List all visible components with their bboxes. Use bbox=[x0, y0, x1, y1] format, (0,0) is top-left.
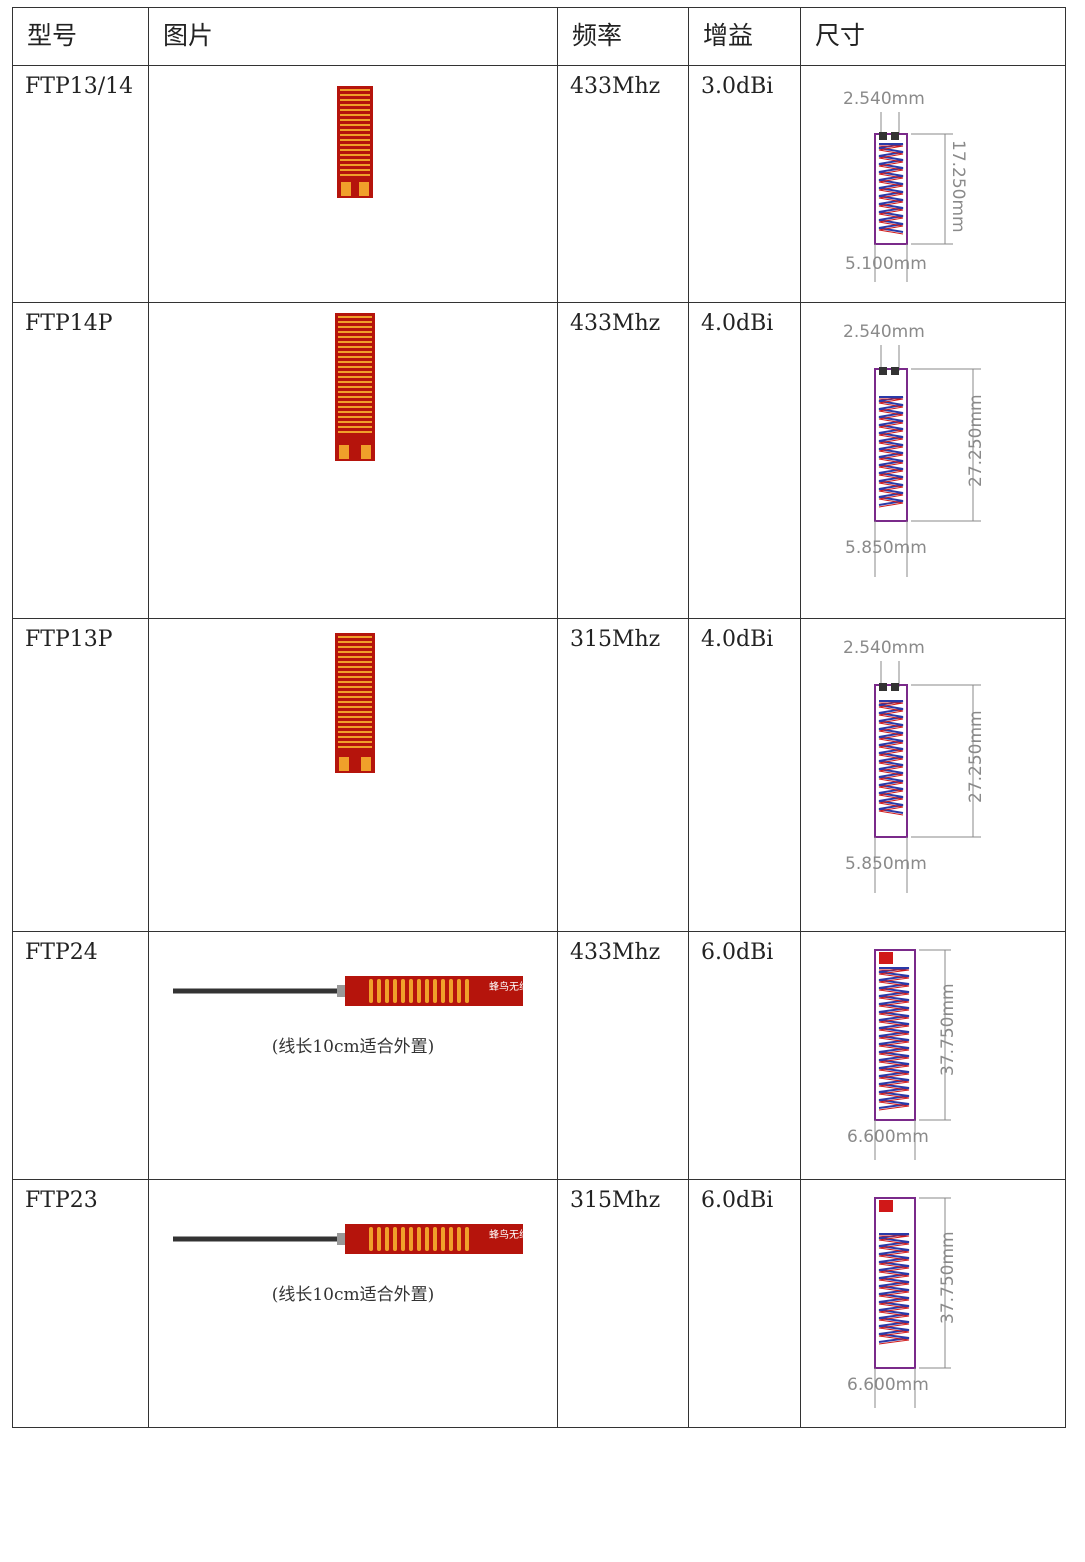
model-cell: FTP14P bbox=[12, 302, 149, 619]
header-size: 尺寸 bbox=[800, 7, 1066, 66]
header-row: 型号 图片 频率 增益 尺寸 bbox=[12, 7, 1066, 66]
dim-side-label: 17.250mm bbox=[948, 140, 968, 233]
image-cell bbox=[148, 65, 558, 303]
frequency-cell: 315Mhz bbox=[557, 618, 689, 932]
dim-bottom-label: 5.100mm bbox=[845, 254, 927, 274]
image-cell: 蜂鸟无线 (线长10cm适合外置) bbox=[148, 1179, 558, 1428]
size-cell: 37.750mm 6.600mm bbox=[800, 1179, 1066, 1428]
coil-drawing-icon: 2.540mm 27.250mm 5.850mm bbox=[843, 322, 986, 577]
gain-cell: 4.0dBi bbox=[688, 618, 801, 932]
coil-drawing-icon: 37.750mm 6.600mm bbox=[847, 949, 958, 1160]
gain-cell: 3.0dBi bbox=[688, 65, 801, 303]
gain-cell: 4.0dBi bbox=[688, 302, 801, 619]
model-cell: FTP13/14 bbox=[12, 65, 149, 303]
table-row: FTP13/14 433Mhz 3.0dBi 2.540mm 17.250mm … bbox=[12, 65, 1066, 303]
image-cell bbox=[148, 302, 558, 619]
dim-bottom-label: 6.600mm bbox=[847, 1375, 929, 1395]
gain-cell: 6.0dBi bbox=[688, 1179, 801, 1428]
table-row: FTP13P 315Mhz 4.0dBi 2.540mm 27.250mm 5.… bbox=[12, 618, 1066, 932]
size-cell: 2.540mm 27.250mm 5.850mm bbox=[800, 302, 1066, 619]
coil-drawing-icon: 2.540mm 27.250mm 5.850mm bbox=[843, 638, 986, 893]
dim-side-label: 27.250mm bbox=[966, 394, 986, 487]
dim-top-label: 2.540mm bbox=[843, 638, 925, 658]
spec-table: 型号 图片 频率 增益 尺寸 FTP13/14 433Mhz 3.0dBi 2.… bbox=[12, 7, 1066, 1428]
dim-side-label: 37.750mm bbox=[938, 983, 958, 1076]
header-image: 图片 bbox=[148, 7, 558, 66]
frequency-cell: 315Mhz bbox=[557, 1179, 689, 1428]
image-cell: 蜂鸟无线 (线长10cm适合外置) bbox=[148, 931, 558, 1180]
dim-side-label: 37.750mm bbox=[938, 1231, 958, 1324]
pcb-logo-text: 蜂鸟无线 bbox=[489, 1228, 529, 1241]
model-cell: FTP24 bbox=[12, 931, 149, 1180]
gain-cell: 6.0dBi bbox=[688, 931, 801, 1180]
coil-drawing-icon: 37.750mm 6.600mm bbox=[847, 1197, 958, 1408]
frequency-cell: 433Mhz bbox=[557, 302, 689, 619]
frequency-cell: 433Mhz bbox=[557, 931, 689, 1180]
cable-antenna-icon: 蜂鸟无线 bbox=[173, 976, 529, 1006]
pcb-antenna-icon bbox=[335, 313, 375, 461]
header-gain: 增益 bbox=[688, 7, 801, 66]
dim-top-label: 2.540mm bbox=[843, 322, 925, 342]
pcb-logo-text: 蜂鸟无线 bbox=[489, 980, 529, 993]
image-caption: (线长10cm适合外置) bbox=[271, 1285, 435, 1305]
size-cell: 37.750mm 6.600mm bbox=[800, 931, 1066, 1180]
dim-top-label: 2.540mm bbox=[843, 89, 925, 109]
frequency-cell: 433Mhz bbox=[557, 65, 689, 303]
dim-bottom-label: 5.850mm bbox=[845, 854, 927, 874]
image-cell bbox=[148, 618, 558, 932]
table-row: FTP14P 433Mhz 4.0dBi 2.540mm 27.250mm 5.… bbox=[12, 302, 1066, 619]
image-caption: (线长10cm适合外置) bbox=[271, 1037, 435, 1057]
dim-bottom-label: 5.850mm bbox=[845, 538, 927, 558]
table-row: FTP23 蜂鸟无线 (线长10cm适合外置) 315Mhz 6.0dBi 37… bbox=[12, 1179, 1066, 1428]
dim-bottom-label: 6.600mm bbox=[847, 1127, 929, 1147]
coil-drawing-icon: 2.540mm 17.250mm 5.100mm bbox=[843, 89, 968, 282]
size-cell: 2.540mm 17.250mm 5.100mm bbox=[800, 65, 1066, 303]
pcb-antenna-icon bbox=[335, 633, 375, 773]
cable-antenna-icon: 蜂鸟无线 bbox=[173, 1224, 529, 1254]
header-model: 型号 bbox=[12, 7, 149, 66]
table-row: FTP24 蜂鸟无线 (线长10cm适合外置) 433Mhz 6.0dBi 37… bbox=[12, 931, 1066, 1180]
dim-side-label: 27.250mm bbox=[966, 710, 986, 803]
pcb-antenna-icon bbox=[337, 86, 373, 198]
header-frequency: 频率 bbox=[557, 7, 689, 66]
size-cell: 2.540mm 27.250mm 5.850mm bbox=[800, 618, 1066, 932]
model-cell: FTP23 bbox=[12, 1179, 149, 1428]
model-cell: FTP13P bbox=[12, 618, 149, 932]
